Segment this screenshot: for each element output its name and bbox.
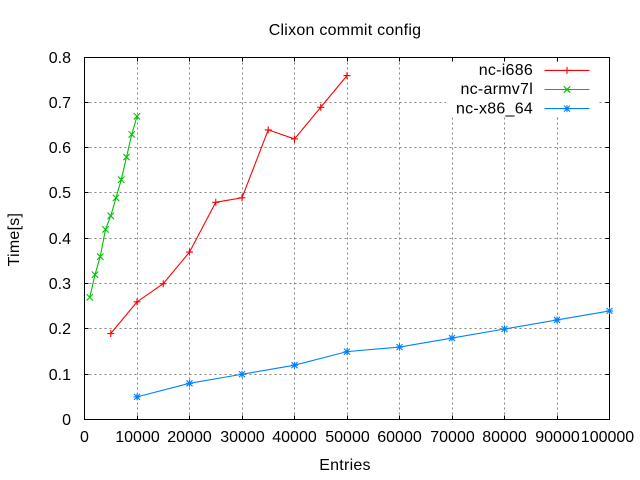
svg-text:0.4: 0.4	[49, 231, 71, 248]
svg-text:0: 0	[62, 412, 71, 429]
svg-text:90000: 90000	[535, 429, 580, 446]
svg-text:40000: 40000	[272, 429, 317, 446]
svg-text:Clixon commit config: Clixon commit config	[269, 22, 422, 39]
svg-text:30000: 30000	[220, 429, 265, 446]
svg-text:0.5: 0.5	[49, 185, 71, 202]
svg-text:Entries: Entries	[319, 457, 371, 474]
svg-text:0: 0	[80, 429, 89, 446]
svg-text:Time[s]: Time[s]	[6, 213, 23, 267]
svg-text:50000: 50000	[325, 429, 370, 446]
svg-text:0.6: 0.6	[49, 140, 71, 157]
svg-text:80000: 80000	[482, 429, 527, 446]
svg-text:nc-x86_64: nc-x86_64	[456, 100, 533, 117]
svg-text:0.8: 0.8	[49, 50, 71, 67]
svg-text:70000: 70000	[430, 429, 475, 446]
svg-text:0.3: 0.3	[49, 276, 71, 293]
svg-text:10000: 10000	[115, 429, 160, 446]
svg-text:nc-armv7l: nc-armv7l	[461, 81, 533, 98]
svg-text:0.1: 0.1	[49, 367, 71, 384]
svg-text:100000: 100000	[581, 429, 634, 446]
svg-text:60000: 60000	[377, 429, 422, 446]
svg-text:20000: 20000	[167, 429, 212, 446]
svg-text:nc-i686: nc-i686	[479, 62, 533, 79]
svg-text:0.2: 0.2	[49, 321, 71, 338]
svg-text:0.7: 0.7	[49, 95, 71, 112]
